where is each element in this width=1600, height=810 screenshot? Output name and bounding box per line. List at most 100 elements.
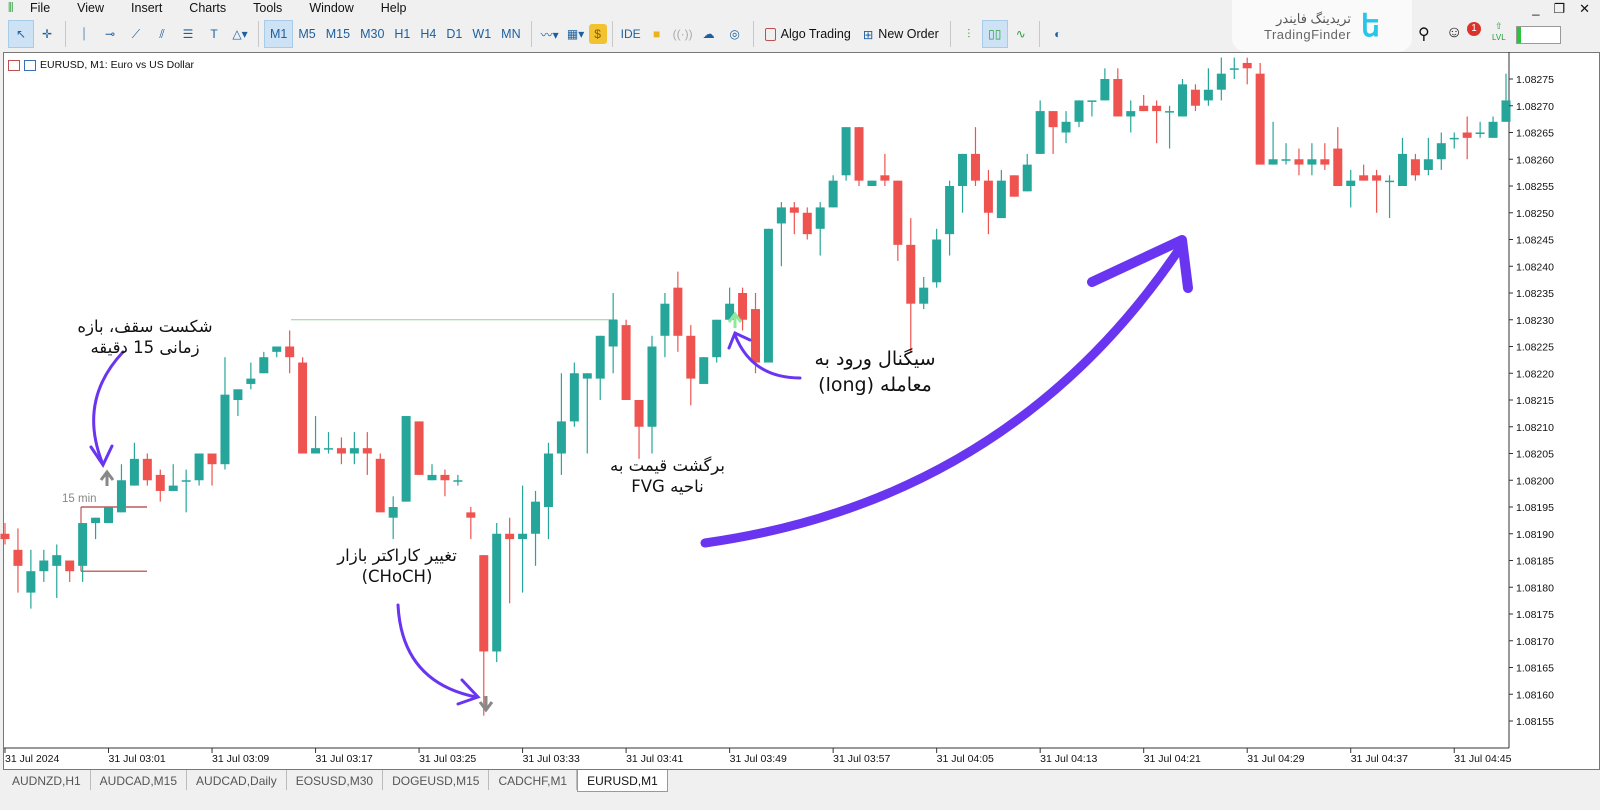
tab-cadchf-m1[interactable]: CADCHF,M1 bbox=[489, 770, 578, 790]
menu-charts[interactable]: Charts bbox=[189, 1, 227, 15]
vertical-line-tool-icon[interactable]: ⏐ bbox=[80, 26, 88, 41]
candlestick-chart-icon[interactable]: ▯▯ bbox=[981, 20, 1008, 48]
time-tick-label: 31 Jul 04:21 bbox=[1144, 753, 1201, 765]
price-tick-label: 1.08255 bbox=[1516, 181, 1554, 193]
candle-body bbox=[789, 207, 799, 213]
dollar-icon[interactable]: $ bbox=[588, 24, 607, 44]
menu-file[interactable]: File bbox=[30, 1, 51, 15]
candle-body bbox=[414, 421, 424, 475]
ide-button[interactable]: IDE bbox=[620, 27, 641, 41]
tab-audcad-daily[interactable]: AUDCAD,Daily bbox=[187, 770, 287, 790]
timeframe-m5[interactable]: M5 bbox=[298, 27, 316, 41]
new-order-button[interactable]: ⊞ New Order bbox=[857, 27, 945, 42]
signals-icon[interactable]: ((·)) bbox=[672, 27, 693, 41]
price-tick-label: 1.08245 bbox=[1516, 235, 1554, 247]
restore-button[interactable]: ❐ bbox=[1553, 1, 1566, 16]
candle bbox=[505, 517, 515, 604]
cursor-tool-icon[interactable]: ↖ bbox=[8, 20, 34, 48]
candle-body bbox=[91, 517, 101, 524]
annotation-line: ناحیه FVG bbox=[631, 477, 704, 496]
text-tool-icon[interactable]: T bbox=[210, 27, 218, 41]
candle-body bbox=[1372, 175, 1382, 181]
candle bbox=[39, 549, 49, 582]
menu-window[interactable]: Window bbox=[309, 1, 354, 15]
new-order-label: New Order bbox=[878, 27, 939, 41]
candle bbox=[699, 357, 709, 384]
channel-tool-icon[interactable]: ⫽ bbox=[159, 26, 165, 41]
candle bbox=[0, 523, 10, 545]
menu-tools[interactable]: Tools bbox=[253, 1, 283, 15]
separator bbox=[752, 21, 754, 47]
candle-body bbox=[776, 207, 786, 224]
candle-body bbox=[1294, 159, 1304, 165]
crosshair-tool-icon[interactable]: ✛ bbox=[41, 27, 53, 41]
market-bag-icon[interactable]: ■ bbox=[653, 27, 661, 41]
timeframe-h1[interactable]: H1 bbox=[394, 27, 411, 41]
account-icon[interactable]: ☺ bbox=[1446, 24, 1463, 41]
notification-badge[interactable]: 1 bbox=[1467, 22, 1481, 36]
candle-body bbox=[1346, 180, 1356, 186]
time-tick-label: 31 Jul 03:33 bbox=[523, 753, 580, 765]
candle bbox=[194, 453, 204, 486]
menu-insert[interactable]: Insert bbox=[131, 1, 163, 15]
algo-trading-icon bbox=[764, 27, 776, 41]
trend-line-tool-icon[interactable]: ⟋ bbox=[131, 26, 141, 41]
candle bbox=[1061, 111, 1071, 144]
candle bbox=[259, 351, 269, 374]
candle-body bbox=[362, 448, 372, 454]
candle-body bbox=[945, 186, 955, 235]
price-chart[interactable]: 1.08275 1.08270 1.08265 1.08260 1.08255 1.082… bbox=[0, 0, 1600, 770]
candle bbox=[220, 357, 230, 470]
zoom-icon[interactable]: ◐ bbox=[1054, 27, 1062, 41]
candle bbox=[1255, 62, 1265, 165]
cloud-icon[interactable]: ☁ bbox=[702, 27, 715, 41]
candle-body bbox=[1410, 159, 1420, 176]
tab-audcad-m15[interactable]: AUDCAD,M15 bbox=[91, 770, 188, 790]
timeframe-w1[interactable]: W1 bbox=[472, 27, 492, 41]
candle-body bbox=[1462, 132, 1472, 138]
algo-trading-button[interactable]: Algo Trading bbox=[759, 27, 857, 41]
tab-dogeusd-m15[interactable]: DOGEUSD,M15 bbox=[383, 770, 490, 790]
entry-arrow-up-icon bbox=[727, 311, 743, 328]
candle bbox=[1178, 79, 1188, 117]
line-chart-icon[interactable]: ∿ bbox=[1015, 27, 1026, 41]
minimize-button[interactable]: _ bbox=[1532, 1, 1540, 16]
candle-body bbox=[841, 127, 851, 176]
vps-icon[interactable]: ◎ bbox=[729, 27, 740, 41]
horizontal-line-tool-icon[interactable]: ⊸ bbox=[104, 27, 116, 41]
tab-audnzd-h1[interactable]: AUDNZD,H1 bbox=[3, 770, 91, 790]
close-button[interactable]: ✕ bbox=[1579, 1, 1590, 16]
candle bbox=[1462, 116, 1472, 160]
fibonacci-tool-icon[interactable]: ☰ bbox=[182, 27, 194, 41]
candle bbox=[453, 474, 463, 486]
bar-chart-icon[interactable]: ⫶ bbox=[967, 26, 971, 41]
candle bbox=[1022, 153, 1032, 192]
price-tick-label: 1.08250 bbox=[1516, 208, 1554, 220]
toolbar: ↖ ✛ ⏐ ⊸ ⟋ ⫽ ☰ T △▾ M1 M5 M15 M30 H1 H4 D… bbox=[0, 18, 1600, 50]
candle bbox=[621, 319, 631, 400]
menu-view[interactable]: View bbox=[77, 1, 105, 15]
timeframe-mn[interactable]: MN bbox=[501, 27, 521, 41]
candle-body bbox=[129, 458, 139, 486]
candle-body bbox=[1385, 180, 1395, 183]
time-tick-label: 31 Jul 03:01 bbox=[109, 753, 166, 765]
tab-eosusd-m30[interactable]: EOSUSD,M30 bbox=[287, 770, 384, 790]
candle bbox=[1475, 121, 1485, 138]
candle bbox=[815, 202, 825, 256]
choch-arrow-down-icon bbox=[478, 696, 494, 713]
tab-eurusd-m1[interactable]: EURUSD,M1 bbox=[577, 770, 668, 792]
timeframe-d1[interactable]: D1 bbox=[446, 27, 463, 41]
timeframe-m1[interactable]: M1 bbox=[264, 20, 294, 48]
lvl-icon[interactable]: ⇧ bbox=[1495, 21, 1503, 31]
timeframe-m15[interactable]: M15 bbox=[325, 27, 351, 41]
search-icon[interactable]: ⚲ bbox=[1418, 26, 1430, 43]
indicators-icon[interactable]: 〰▾ bbox=[540, 27, 559, 42]
choch-pointer-arrow-icon bbox=[396, 603, 478, 699]
candle-body bbox=[970, 153, 980, 181]
menu-help[interactable]: Help bbox=[380, 1, 407, 15]
shapes-tool-icon[interactable]: △▾ bbox=[232, 27, 248, 41]
timeframe-m30[interactable]: M30 bbox=[360, 27, 385, 41]
timeframe-h4[interactable]: H4 bbox=[420, 27, 437, 41]
candle bbox=[207, 453, 217, 486]
templates-icon[interactable]: ▦▾ bbox=[566, 27, 585, 41]
